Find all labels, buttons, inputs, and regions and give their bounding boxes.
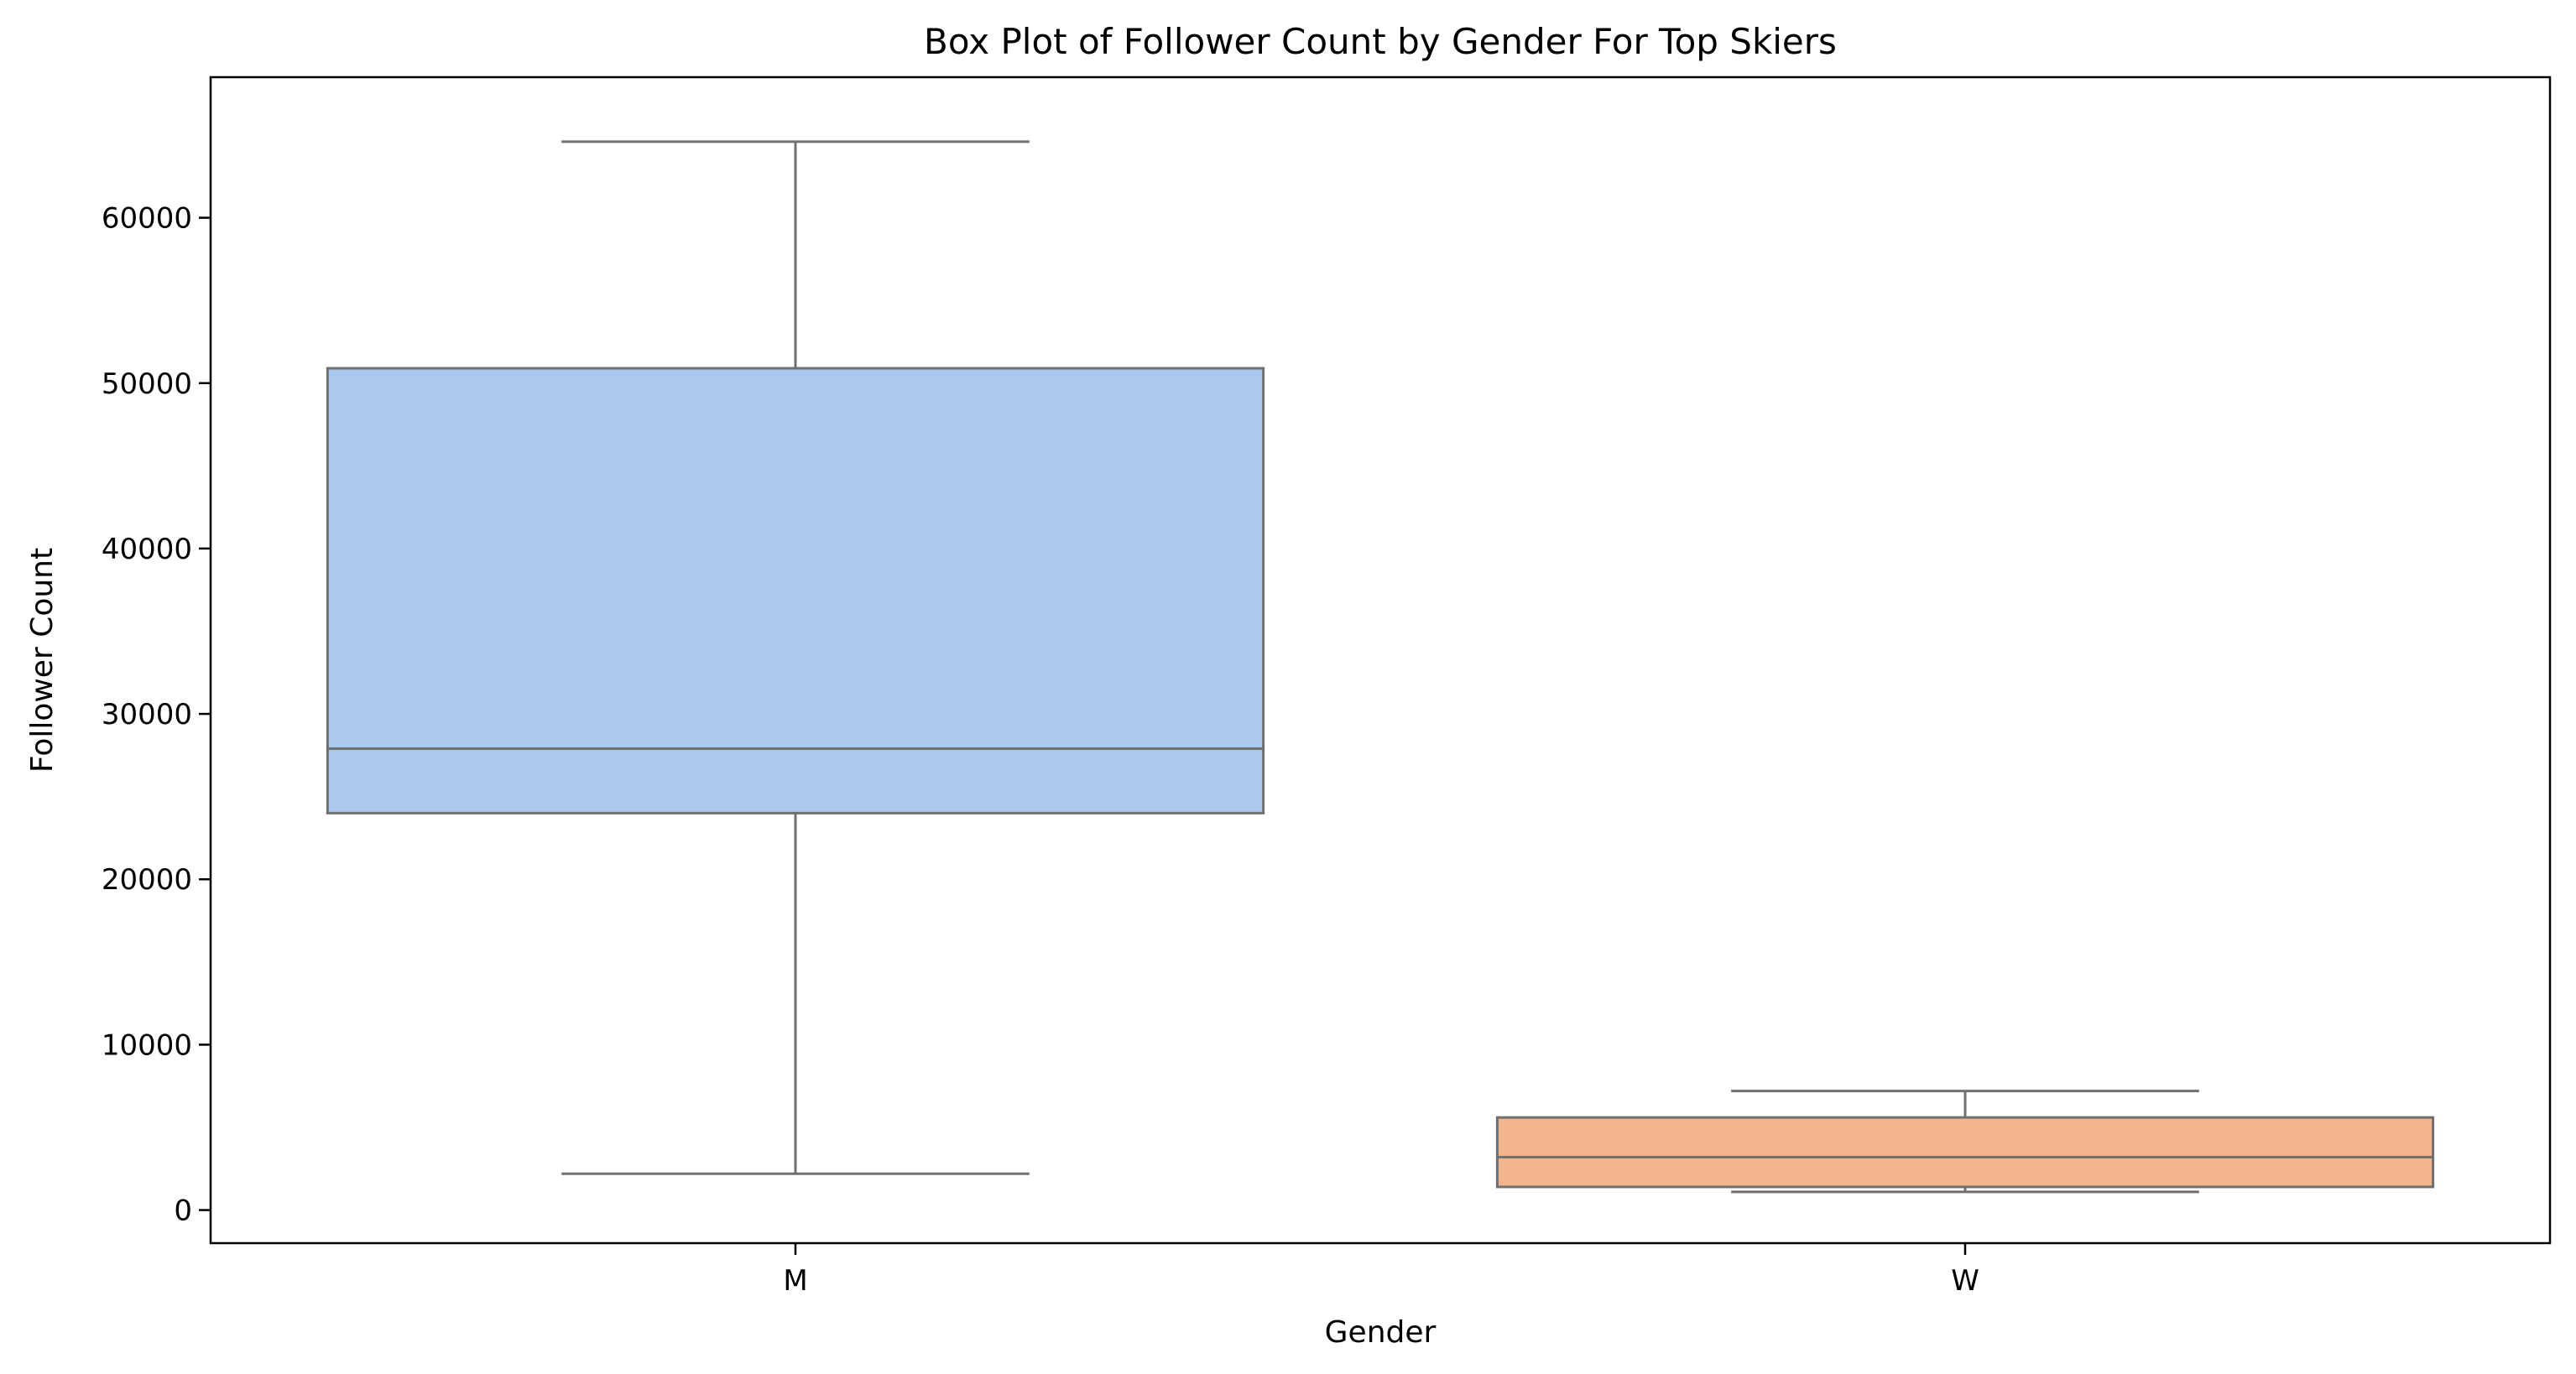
y-tick-label: 10000 bbox=[102, 1028, 192, 1062]
x-axis-label: Gender bbox=[1325, 1315, 1437, 1350]
y-tick-label: 60000 bbox=[102, 202, 192, 236]
box-body bbox=[326, 367, 1265, 815]
x-tick-label: W bbox=[1951, 1264, 1979, 1298]
y-tick-label: 30000 bbox=[102, 698, 192, 731]
box-group-w bbox=[1495, 1090, 2435, 1194]
y-tick-label: 20000 bbox=[102, 863, 192, 897]
plot-frame bbox=[209, 75, 2552, 1245]
plot-area bbox=[326, 140, 2435, 1194]
x-tick-label: M bbox=[783, 1264, 807, 1298]
y-axis-label: Follower Count bbox=[25, 548, 60, 773]
y-axis: 0 10000 20000 30000 40000 50000 60000 bbox=[102, 202, 211, 1228]
y-tick-label: 40000 bbox=[102, 533, 192, 566]
box-body bbox=[1495, 1116, 2435, 1189]
box-group-m bbox=[326, 140, 1265, 1175]
y-tick-label: 0 bbox=[174, 1194, 192, 1228]
chart-title: Box Plot of Follower Count by Gender For… bbox=[924, 21, 1837, 62]
y-tick-label: 50000 bbox=[102, 367, 192, 401]
